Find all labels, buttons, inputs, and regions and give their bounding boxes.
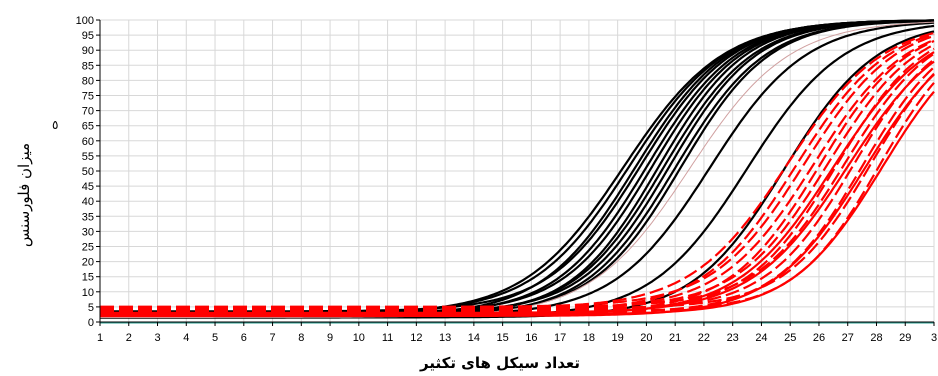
- x-tick-label: 19: [612, 332, 624, 344]
- y-axis-mark: ٥: [52, 118, 59, 132]
- y-axis-title: میزان فلورسنس: [4, 100, 44, 290]
- series-line-black: [100, 19, 934, 314]
- y-tick-label: 30: [82, 226, 94, 238]
- x-tick-label: 2: [126, 332, 132, 344]
- y-tick-label: 75: [82, 91, 94, 103]
- x-tick-label: 25: [784, 332, 796, 344]
- y-tick-label: 45: [82, 181, 94, 193]
- x-tick-label: 10: [353, 332, 365, 344]
- y-tick-label: 40: [82, 196, 94, 208]
- x-tick-label: 27: [842, 332, 854, 344]
- x-tick-label: 16: [525, 332, 537, 344]
- x-tick-label: 20: [640, 332, 652, 344]
- x-tick-label: 14: [468, 332, 480, 344]
- x-tick-label: 22: [698, 332, 710, 344]
- series-line-black: [100, 21, 935, 318]
- x-tick-label: 12: [410, 332, 422, 344]
- series-line-red: [100, 72, 935, 310]
- y-tick-label: 65: [82, 121, 94, 133]
- series-line-black: [100, 19, 934, 316]
- y-tick-label: 90: [82, 45, 94, 57]
- x-axis-title: تعداد سیکل های تکثیر: [420, 354, 580, 372]
- y-axis-title-text: میزان فلورسنس: [15, 142, 33, 248]
- series-line-red: [100, 47, 935, 313]
- series-line-red: [100, 60, 935, 314]
- y-tick-label: 55: [82, 151, 94, 163]
- x-tick-label: 1: [97, 332, 103, 344]
- x-tick-label: 24: [755, 332, 767, 344]
- x-tick-label: 17: [554, 332, 566, 344]
- y-tick-label: 0: [88, 317, 94, 329]
- x-tick-label: 3: [931, 332, 937, 344]
- series-line-red: [100, 66, 935, 314]
- series-line-faint: [100, 21, 935, 318]
- series-line-black: [100, 30, 935, 319]
- x-tick-label: 23: [727, 332, 739, 344]
- series-line-red: [100, 82, 935, 313]
- y-tick-label: 95: [82, 30, 94, 42]
- x-tick-label: 4: [183, 332, 189, 344]
- x-tick-label: 3: [154, 332, 160, 344]
- x-tick-label: 7: [269, 332, 275, 344]
- series-line-red: [100, 39, 935, 314]
- y-tick-label: 15: [82, 272, 94, 284]
- series-line-red: [100, 58, 935, 311]
- y-tick-labels: 0 5 10 15 20 25 30 35 40 45 50 55 60 65 70 75 80 85 90 95 10…: [76, 15, 100, 329]
- y-tick-label: 70: [82, 106, 94, 118]
- y-tick-label: 100: [76, 15, 94, 27]
- x-tick-label: 15: [496, 332, 508, 344]
- series-line-red: [100, 51, 935, 316]
- y-tick-label: 5: [88, 302, 94, 314]
- x-tick-label: 11: [382, 332, 393, 344]
- x-tick-label: 13: [439, 332, 451, 344]
- y-tick-label: 80: [82, 75, 94, 87]
- x-tick-label: 18: [583, 332, 595, 344]
- grid-lines: [99, 19, 935, 323]
- series-line-red: [100, 73, 935, 318]
- series-group: [100, 19, 935, 319]
- y-tick-label: 10: [82, 287, 94, 299]
- x-tick-label: 8: [298, 332, 304, 344]
- series-line-red: [100, 90, 935, 316]
- y-tick-label: 50: [82, 166, 94, 178]
- y-tick-label: 35: [82, 211, 94, 223]
- x-tick-label: 5: [212, 332, 218, 344]
- x-tick-label: 6: [241, 332, 247, 344]
- y-tick-label: 60: [82, 136, 94, 148]
- series-line-black: [100, 19, 934, 316]
- series-line-red: [100, 52, 935, 308]
- y-tick-label: 25: [82, 242, 94, 254]
- x-tick-label: 9: [327, 332, 333, 344]
- y-tick-label: 20: [82, 257, 94, 269]
- x-tick-label: 26: [813, 332, 825, 344]
- y-tick-label: 85: [82, 60, 94, 72]
- x-tick-label: 28: [870, 332, 882, 344]
- series-line-black: [100, 19, 934, 316]
- series-line-black: [100, 19, 934, 314]
- x-tick-labels: 1 2 3 4 5 6 7 8 9 10 11 12 13 14 15 16 17 18 19 20 21 22 23 24 2…: [97, 322, 937, 344]
- series-line-black: [100, 19, 934, 314]
- x-tick-label: 29: [899, 332, 911, 344]
- x-tick-label: 21: [669, 332, 681, 344]
- series-line-black: [100, 19, 934, 313]
